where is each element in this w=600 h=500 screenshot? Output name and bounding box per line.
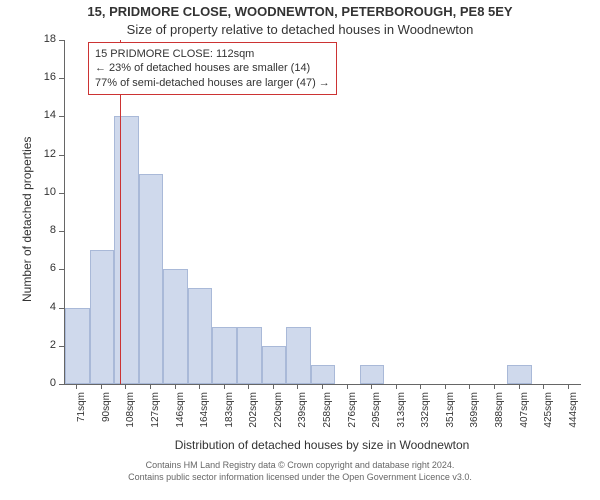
histogram-bar bbox=[163, 269, 188, 384]
x-tick-mark bbox=[396, 384, 397, 389]
x-tick-mark bbox=[445, 384, 446, 389]
y-tick-label: 12 bbox=[34, 148, 56, 160]
histogram-bar bbox=[262, 346, 287, 384]
x-tick-label: 220sqm bbox=[273, 392, 284, 432]
x-tick-mark bbox=[273, 384, 274, 389]
histogram-bar bbox=[286, 327, 311, 384]
y-tick-label: 18 bbox=[34, 33, 56, 45]
y-tick-label: 16 bbox=[34, 71, 56, 83]
x-axis-label: Distribution of detached houses by size … bbox=[64, 438, 580, 452]
x-tick-mark bbox=[322, 384, 323, 389]
x-tick-label: 164sqm bbox=[199, 392, 210, 432]
histogram-bar bbox=[65, 308, 90, 384]
y-tick-label: 0 bbox=[34, 377, 56, 389]
x-tick-label: 71sqm bbox=[76, 392, 87, 432]
y-tick-mark bbox=[59, 308, 64, 309]
y-tick-mark bbox=[59, 346, 64, 347]
y-tick-label: 2 bbox=[34, 339, 56, 351]
x-tick-label: 146sqm bbox=[175, 392, 186, 432]
x-tick-mark bbox=[568, 384, 569, 389]
x-tick-label: 239sqm bbox=[297, 392, 308, 432]
y-tick-mark bbox=[59, 78, 64, 79]
histogram-bar bbox=[360, 365, 385, 384]
y-tick-mark bbox=[59, 231, 64, 232]
x-tick-label: 444sqm bbox=[568, 392, 579, 432]
footer-line2: Contains public sector information licen… bbox=[0, 472, 600, 484]
x-tick-mark bbox=[101, 384, 102, 389]
annotation-line2: ← 23% of detached houses are smaller (14… bbox=[95, 61, 330, 75]
x-tick-label: 183sqm bbox=[224, 392, 235, 432]
x-tick-label: 127sqm bbox=[150, 392, 161, 432]
histogram-bar bbox=[188, 288, 213, 384]
x-tick-mark bbox=[125, 384, 126, 389]
x-tick-mark bbox=[76, 384, 77, 389]
x-tick-label: 295sqm bbox=[371, 392, 382, 432]
histogram-bar bbox=[237, 327, 262, 384]
x-tick-label: 313sqm bbox=[396, 392, 407, 432]
x-tick-mark bbox=[420, 384, 421, 389]
footer-line1: Contains HM Land Registry data © Crown c… bbox=[0, 460, 600, 472]
histogram-bar bbox=[311, 365, 336, 384]
x-tick-label: 425sqm bbox=[543, 392, 554, 432]
y-tick-label: 4 bbox=[34, 301, 56, 313]
y-tick-label: 6 bbox=[34, 262, 56, 274]
x-tick-mark bbox=[469, 384, 470, 389]
x-tick-label: 108sqm bbox=[125, 392, 136, 432]
x-tick-mark bbox=[297, 384, 298, 389]
x-tick-label: 351sqm bbox=[445, 392, 456, 432]
x-tick-mark bbox=[150, 384, 151, 389]
x-tick-label: 407sqm bbox=[519, 392, 530, 432]
x-tick-mark bbox=[519, 384, 520, 389]
x-tick-mark bbox=[543, 384, 544, 389]
y-tick-label: 10 bbox=[34, 186, 56, 198]
annotation-box: 15 PRIDMORE CLOSE: 112sqm ← 23% of detac… bbox=[88, 42, 337, 95]
x-tick-label: 276sqm bbox=[347, 392, 358, 432]
annotation-line3: 77% of semi-detached houses are larger (… bbox=[95, 76, 330, 90]
chart-subtitle: Size of property relative to detached ho… bbox=[0, 22, 600, 37]
x-tick-label: 258sqm bbox=[322, 392, 333, 432]
x-tick-mark bbox=[224, 384, 225, 389]
y-axis-label: Number of detached properties bbox=[20, 137, 34, 302]
x-tick-mark bbox=[248, 384, 249, 389]
x-tick-mark bbox=[371, 384, 372, 389]
x-tick-label: 388sqm bbox=[494, 392, 505, 432]
chart-title: 15, PRIDMORE CLOSE, WOODNEWTON, PETERBOR… bbox=[0, 4, 600, 19]
x-tick-mark bbox=[494, 384, 495, 389]
annotation-line1: 15 PRIDMORE CLOSE: 112sqm bbox=[95, 47, 330, 61]
y-tick-mark bbox=[59, 269, 64, 270]
footer-attribution: Contains HM Land Registry data © Crown c… bbox=[0, 460, 600, 483]
histogram-bar bbox=[507, 365, 532, 384]
histogram-bar bbox=[139, 174, 164, 384]
y-tick-mark bbox=[59, 155, 64, 156]
x-tick-label: 332sqm bbox=[420, 392, 431, 432]
histogram-bar bbox=[114, 116, 139, 384]
x-tick-label: 90sqm bbox=[101, 392, 112, 432]
x-tick-mark bbox=[175, 384, 176, 389]
y-tick-mark bbox=[59, 116, 64, 117]
histogram-bar bbox=[212, 327, 237, 384]
x-tick-label: 202sqm bbox=[248, 392, 259, 432]
histogram-bar bbox=[90, 250, 115, 384]
x-tick-mark bbox=[347, 384, 348, 389]
y-tick-mark bbox=[59, 40, 64, 41]
x-tick-mark bbox=[199, 384, 200, 389]
y-tick-label: 8 bbox=[34, 224, 56, 236]
y-tick-mark bbox=[59, 384, 64, 385]
x-tick-label: 369sqm bbox=[469, 392, 480, 432]
y-tick-mark bbox=[59, 193, 64, 194]
y-tick-label: 14 bbox=[34, 109, 56, 121]
